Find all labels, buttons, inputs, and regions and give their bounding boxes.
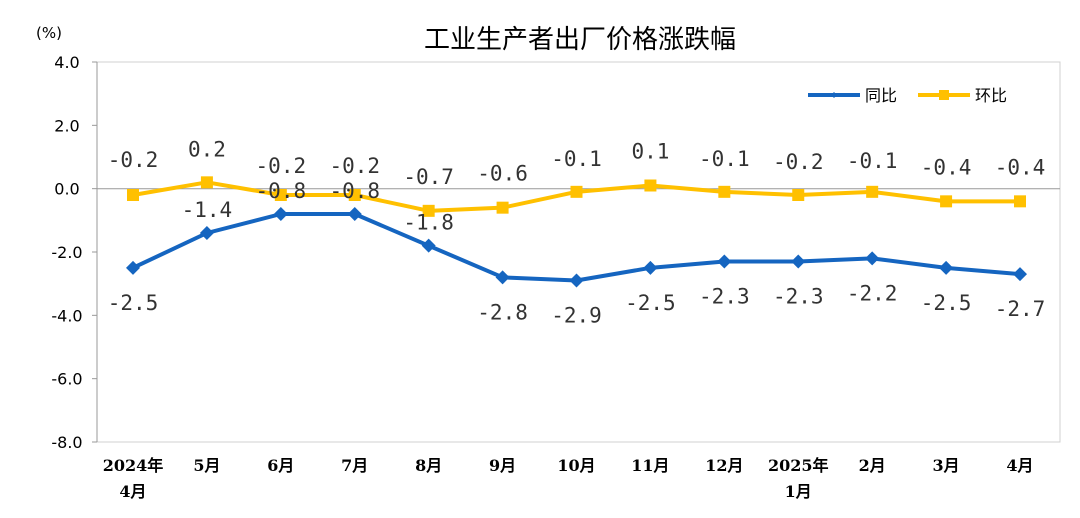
y-tick-label: -6.0 [51,370,82,389]
y-tick-label: 0.0 [54,180,79,199]
x-tick-label: 8月 [415,456,442,475]
data-point-yoy [939,260,954,275]
data-point-mom [570,185,583,198]
data-point-yoy [126,260,140,275]
data-label-yoy: -1.8 [403,211,454,235]
x-tick-label: 6月 [267,456,294,475]
series-line-yoy [132,212,1021,283]
series-layer [126,176,1027,288]
x-tick-label: 1月 [785,482,812,501]
data-point-yoy [273,207,288,221]
data-point-yoy [643,260,658,275]
data-point-yoy [865,251,880,266]
data-point-yoy [347,207,362,221]
x-tick-label: 7月 [341,456,368,475]
data-label-mom: 0.1 [631,140,669,164]
plot-area-border [96,61,1061,443]
data-point-mom [496,201,509,214]
x-tick-label: 12月 [705,456,743,475]
legend-marker [939,90,949,100]
data-labels-layer: -2.5 -1.4 -0.8 -0.8 -1.8 -2.8 -2.9 -2.5 -2.3 -2.3… [108,137,1046,327]
data-label-mom: -0.2 [773,150,824,174]
data-label-yoy: -2.5 [625,291,676,315]
y-tick-label: -4.0 [51,306,82,325]
data-point-mom [200,176,213,189]
data-point-mom [422,204,435,217]
y-tick-label: 2.0 [54,116,79,135]
data-label-mom: -0.4 [921,155,972,179]
data-point-mom [274,189,287,201]
x-tick-label: 3月 [933,456,960,475]
legend: 同比 环比 [808,86,1007,105]
data-label-mom: -0.6 [477,162,528,186]
chart-title: 工业生产者出厂价格涨跌幅 [424,25,736,55]
x-tick-label: 10月 [557,456,595,475]
data-point-mom [127,189,139,201]
data-point-yoy [421,238,436,253]
data-label-yoy: -2.2 [847,281,898,305]
data-label-yoy: -2.3 [773,285,824,309]
x-tick-label: 9月 [489,456,516,475]
y-axis-unit-label: (%) [36,24,62,42]
y-tick-label: -2.0 [51,243,82,262]
data-label-yoy: -1.4 [182,198,233,222]
data-label-mom: -0.2 [256,154,307,178]
y-tick-label: -8.0 [51,433,82,452]
y-tick-label: 4.0 [54,53,79,72]
data-point-yoy [791,254,806,269]
data-label-mom: -0.1 [699,147,750,171]
data-label-mom: -0.2 [329,154,380,178]
x-tick-label: 2025年 [768,456,829,475]
data-label-mom: -0.7 [403,165,454,189]
data-label-yoy: -2.7 [995,297,1046,321]
x-axis-ticks: 2024年 4月 5月 6月 7月 8月 9月 10月 11月 12月 2025年 1月 2月 3月 4月 [103,456,1034,501]
data-point-mom [348,189,361,201]
data-point-mom [866,185,879,198]
data-point-yoy [1013,267,1027,282]
x-tick-label: 11月 [631,456,669,475]
legend-label: 环比 [975,86,1007,105]
data-point-yoy [199,226,214,240]
data-point-mom [940,195,953,208]
data-point-yoy [569,273,584,288]
data-label-yoy: -0.8 [256,179,307,203]
data-point-mom [792,189,805,201]
data-label-mom: -0.1 [847,149,898,173]
data-label-mom: -0.2 [108,148,159,172]
x-tick-label: 2024年 [103,456,164,475]
data-label-yoy: -0.8 [329,179,380,203]
data-point-mom [718,185,731,198]
data-label-yoy: -2.5 [921,291,972,315]
data-point-yoy [717,254,732,269]
data-label-mom: 0.2 [188,137,226,161]
data-point-yoy [495,270,510,285]
x-tick-label: 5月 [193,456,220,475]
data-point-mom [644,179,657,192]
data-label-yoy: -2.3 [699,285,750,309]
data-label-yoy: -2.5 [108,291,159,315]
x-tick-label: 4月 [119,482,146,501]
data-label-yoy: -2.8 [477,300,528,324]
data-label-mom: -0.1 [551,147,602,171]
y-axis-ticks: 4.0 2.0 0.0 -2.0 -4.0 -6.0 -8.0 [51,53,97,452]
data-point-mom [1014,195,1026,208]
data-label-mom: -0.4 [995,155,1046,179]
x-tick-label: 2月 [859,456,886,475]
x-tick-label: 4月 [1006,456,1033,475]
legend-label: 同比 [865,86,897,105]
data-label-yoy: -2.9 [551,304,602,328]
legend-marker [831,92,837,98]
